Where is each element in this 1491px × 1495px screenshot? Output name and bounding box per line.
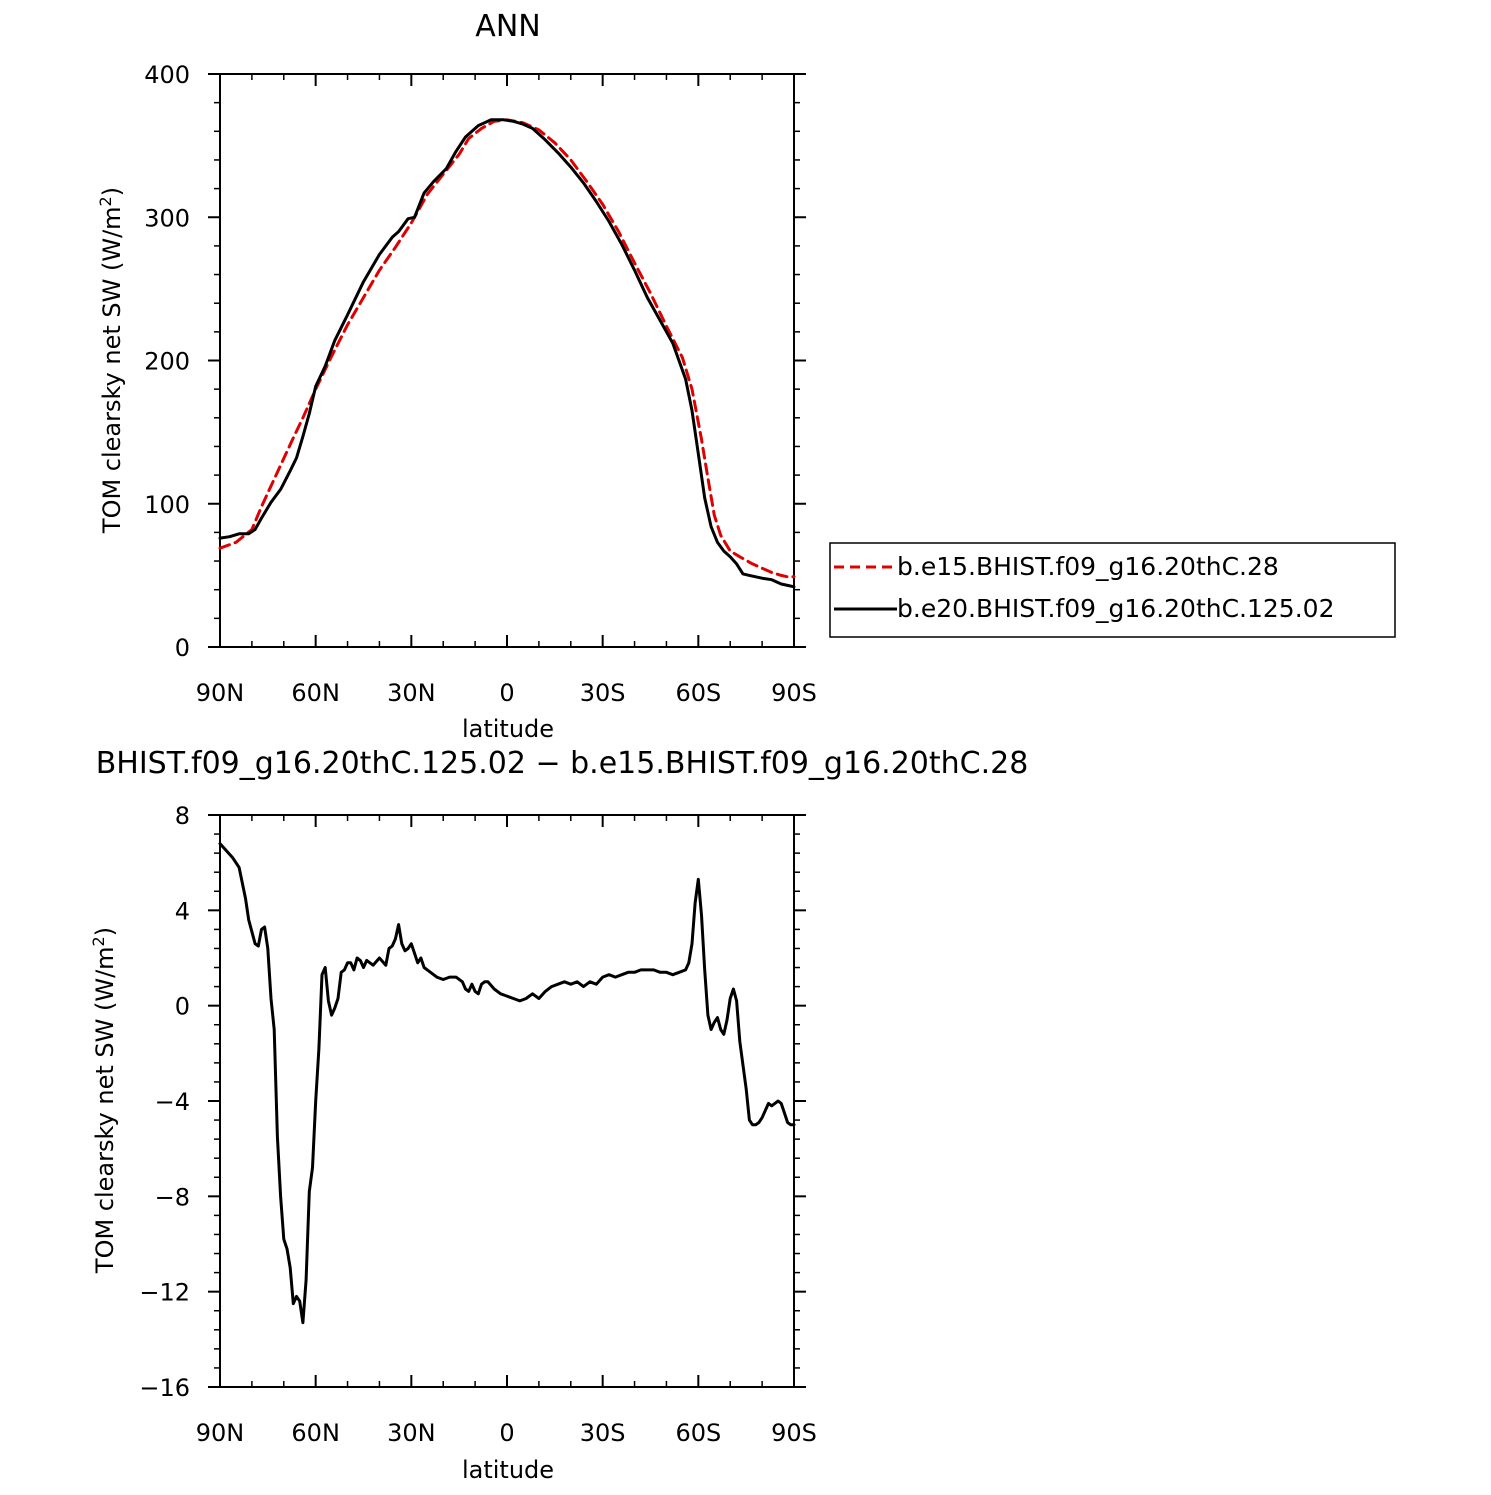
bottom-xtick-label: 0: [499, 1419, 514, 1447]
bottom-ytick-label: 4: [175, 897, 190, 925]
bottom-ytick-label: −12: [139, 1279, 190, 1307]
bottom-panel-xlabel: latitude: [462, 1456, 554, 1484]
top-ytick-label: 200: [144, 348, 190, 376]
bottom-ytick-label: −16: [139, 1374, 190, 1402]
bottom-series-line-0: [218, 842, 796, 1325]
bottom-xtick-label: 90S: [771, 1419, 817, 1447]
legend: b.e15.BHIST.f09_g16.20thC.28 b.e20.BHIST…: [829, 542, 1396, 638]
top-panel: ANN TOM clearsky net SW (W/m2) 90N 60N 30N…: [96, 9, 817, 743]
bottom-xtick-label: 30N: [387, 1419, 436, 1447]
top-ytick-label: 0: [175, 634, 190, 662]
top-ytick-label: 100: [144, 491, 190, 519]
bottom-xtick-label: 30S: [580, 1419, 626, 1447]
top-xtick-label: 90N: [196, 679, 245, 707]
top-plot-area: 90N 60N 30N 0 30S 60S 90S 0 100 200 300 400: [144, 61, 817, 707]
top-ytick-label: 400: [144, 61, 190, 89]
top-xtick-label: 0: [499, 679, 514, 707]
bottom-ytick-label: 8: [175, 802, 190, 830]
bottom-panel: BHIST.f09_g16.20thC.125.02 − b.e15.BHIST…: [89, 746, 1028, 1484]
bottom-ytick-label: −4: [155, 1088, 190, 1116]
bottom-xtick-label: 60S: [675, 1419, 721, 1447]
legend-label-e20: b.e20.BHIST.f09_g16.20thC.125.02: [897, 594, 1334, 623]
top-xtick-label: 30S: [580, 679, 626, 707]
top-xtick-label: 90S: [771, 679, 817, 707]
bottom-plot-frame: [219, 814, 795, 1388]
bottom-xtick-label: 60N: [291, 1419, 340, 1447]
legend-label-e15: b.e15.BHIST.f09_g16.20thC.28: [897, 552, 1279, 581]
bottom-ytick-label: −8: [155, 1183, 190, 1211]
top-series-line-0: [218, 118, 796, 579]
top-panel-xlabel: latitude: [462, 715, 554, 743]
bottom-ytick-label: 0: [175, 993, 190, 1021]
top-xtick-label: 60S: [675, 679, 721, 707]
bottom-xtick-label: 90N: [196, 1419, 245, 1447]
top-plot-frame: [219, 73, 795, 648]
legend-box: [829, 542, 1396, 638]
bottom-plot-area: 90N 60N 30N 0 30S 60S 90S −16 −12 −8 −4 0 4 8: [139, 802, 817, 1447]
bottom-panel-ylabel: TOM clearsky net SW (W/m2): [89, 927, 119, 1274]
top-series-line-1: [218, 118, 796, 589]
top-xtick-label: 30N: [387, 679, 436, 707]
top-ytick-label: 300: [144, 204, 190, 232]
top-panel-title: ANN: [475, 9, 540, 44]
bottom-panel-title: BHIST.f09_g16.20thC.125.02 − b.e15.BHIST…: [96, 746, 1029, 781]
top-xtick-label: 60N: [291, 679, 340, 707]
top-panel-ylabel: TOM clearsky net SW (W/m2): [96, 187, 126, 534]
